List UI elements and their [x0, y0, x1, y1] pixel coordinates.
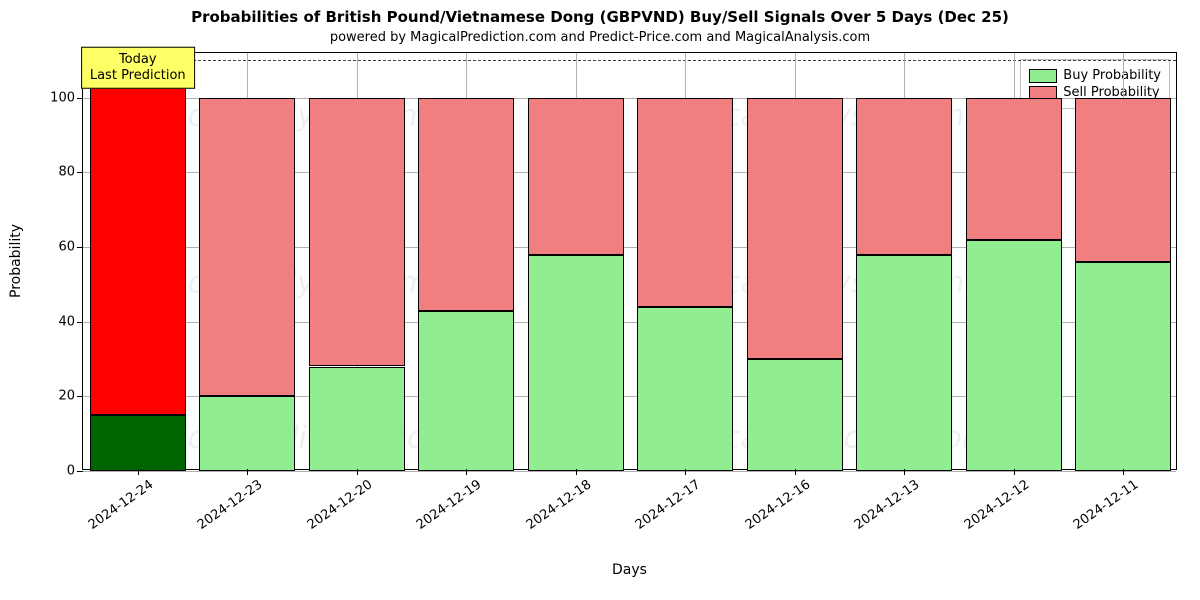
- xtick-label: 2024-12-17: [627, 469, 703, 533]
- bar-buy: [856, 255, 952, 471]
- annotation-line-1: Today: [90, 52, 186, 68]
- bar-sell: [637, 98, 733, 307]
- y-axis-label: Probability: [8, 224, 24, 298]
- bar-buy: [966, 240, 1062, 471]
- legend-swatch: [1029, 69, 1057, 83]
- bar-buy: [528, 255, 624, 471]
- bar-buy: [1075, 262, 1171, 471]
- bar-sell: [90, 60, 186, 415]
- bar-buy: [309, 367, 405, 472]
- xtick-label: 2024-12-19: [408, 469, 484, 533]
- chart-title: Probabilities of British Pound/Vietnames…: [0, 8, 1200, 26]
- bar-buy: [637, 307, 733, 471]
- legend-label: Buy Probability: [1063, 68, 1161, 83]
- ytick-label: 40: [58, 314, 83, 329]
- x-axis-label: Days: [612, 562, 647, 578]
- bar-buy: [747, 359, 843, 471]
- figure: Probabilities of British Pound/Vietnames…: [0, 0, 1200, 600]
- bar-buy: [199, 396, 295, 471]
- xtick-label: 2024-12-18: [518, 469, 594, 533]
- bar-sell: [528, 98, 624, 255]
- ytick-label: 80: [58, 165, 83, 180]
- xtick-label: 2024-12-16: [737, 469, 813, 533]
- today-annotation: TodayLast Prediction: [81, 47, 195, 90]
- bar-buy: [418, 311, 514, 471]
- xtick-label: 2024-12-13: [846, 469, 922, 533]
- bar-sell: [966, 98, 1062, 240]
- xtick-label: 2024-12-11: [1065, 469, 1141, 533]
- annotation-line-2: Last Prediction: [90, 68, 186, 84]
- ytick-label: 0: [67, 464, 83, 479]
- ytick-label: 20: [58, 389, 83, 404]
- bar-sell: [1075, 98, 1171, 262]
- ytick-label: 100: [50, 90, 83, 105]
- ytick-label: 60: [58, 240, 83, 255]
- chart-subtitle: powered by MagicalPrediction.com and Pre…: [0, 30, 1200, 45]
- bar-sell: [199, 98, 295, 397]
- xtick-label: 2024-12-24: [80, 469, 156, 533]
- bar-sell: [747, 98, 843, 359]
- bar-buy: [90, 415, 186, 471]
- xtick-label: 2024-12-23: [189, 469, 265, 533]
- bar-sell: [418, 98, 514, 311]
- bar-sell: [856, 98, 952, 255]
- xtick-label: 2024-12-12: [956, 469, 1032, 533]
- bar-sell: [309, 98, 405, 367]
- legend-item: Buy Probability: [1029, 68, 1161, 83]
- plot-area: Buy ProbabilitySell Probability 02040608…: [82, 52, 1177, 470]
- xtick-label: 2024-12-20: [299, 469, 375, 533]
